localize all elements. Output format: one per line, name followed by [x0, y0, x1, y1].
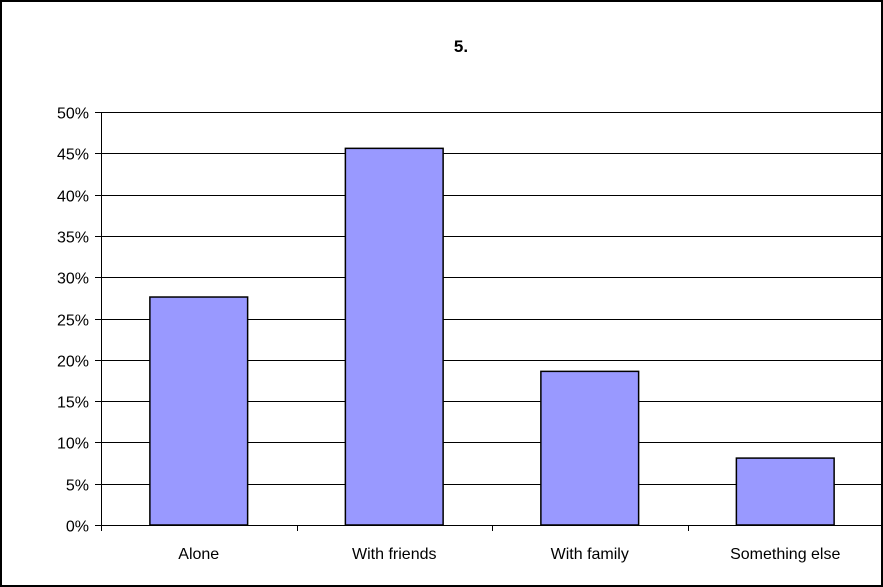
y-tick-label: 25%: [57, 313, 89, 330]
x-tick-label: Alone: [178, 546, 219, 563]
x-tick-labels: Alone With friends With family Something el…: [178, 546, 840, 563]
x-tick-label: Something else: [730, 546, 840, 563]
x-tick-label: With family: [551, 546, 629, 563]
y-tick-label: 0%: [66, 519, 89, 536]
y-tick-labels: 0% 5% 10% 15% 20% 25% 30% 35% 40% 45% 50%: [57, 106, 89, 536]
y-tick-label: 15%: [57, 395, 89, 412]
x-tick-label: With friends: [352, 546, 436, 563]
y-tick-label: 5%: [66, 478, 89, 495]
bar: [540, 370, 640, 526]
y-tick-label: 45%: [57, 147, 89, 164]
y-tick-label: 35%: [57, 230, 89, 247]
chart-title: 5.: [454, 37, 468, 56]
bar: [735, 457, 835, 526]
y-tick-label: 40%: [57, 189, 89, 206]
axes: [95, 112, 883, 531]
y-tick-label: 30%: [57, 271, 89, 288]
bar: [344, 147, 444, 526]
bar: [149, 296, 249, 526]
y-tick-label: 10%: [57, 436, 89, 453]
y-tick-label: 20%: [57, 354, 89, 371]
y-tick-label: 50%: [57, 106, 89, 123]
